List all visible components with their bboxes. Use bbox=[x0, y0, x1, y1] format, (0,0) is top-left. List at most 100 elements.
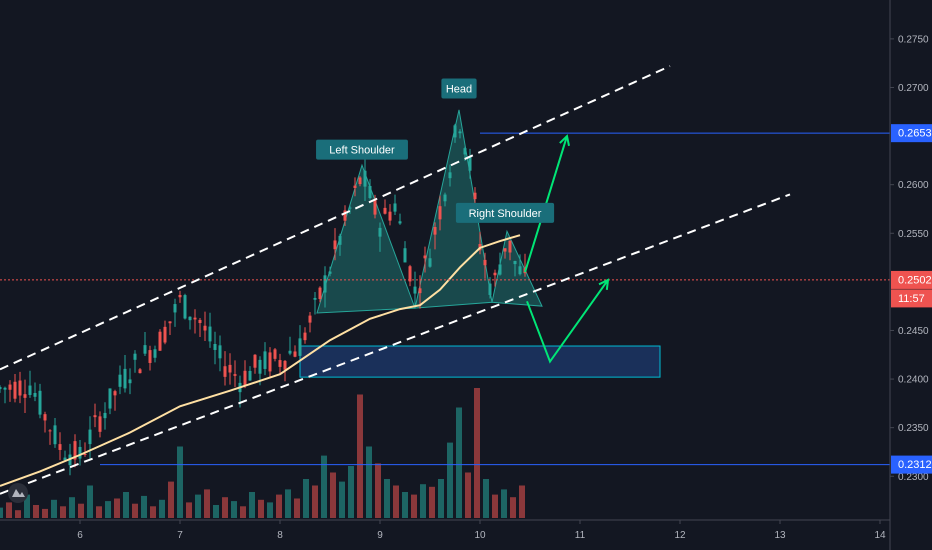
candle-body bbox=[208, 326, 212, 342]
volume-bar bbox=[420, 484, 426, 518]
candle-body bbox=[368, 185, 372, 199]
pattern-label-box bbox=[455, 202, 555, 223]
volume-bar bbox=[339, 481, 345, 518]
retest-arrow-head bbox=[598, 278, 610, 290]
bearish-retest-arrow bbox=[526, 279, 609, 364]
volume-bar bbox=[231, 501, 237, 518]
candle-body bbox=[443, 194, 447, 202]
candle-body bbox=[103, 412, 107, 419]
candle-body bbox=[28, 385, 32, 395]
candle-body bbox=[303, 332, 307, 341]
candle-body bbox=[513, 260, 517, 265]
candle-body bbox=[58, 444, 62, 450]
candle-body bbox=[93, 415, 97, 418]
price-tick-label: 0.2750 bbox=[898, 34, 929, 45]
volume-bar bbox=[177, 446, 183, 518]
candle-body bbox=[448, 172, 452, 179]
candle-body bbox=[123, 368, 127, 389]
volume-bar bbox=[465, 472, 471, 518]
volume-bar bbox=[411, 494, 417, 518]
candle-body bbox=[393, 203, 397, 212]
volume-bar bbox=[294, 498, 300, 518]
candle-body bbox=[383, 207, 387, 214]
volume-bar bbox=[114, 498, 120, 518]
price-tick-label: 0.2400 bbox=[898, 375, 929, 386]
candle-body bbox=[398, 221, 402, 224]
volume-bar bbox=[249, 492, 255, 518]
candle-body bbox=[338, 235, 342, 245]
demand-zone-layer bbox=[299, 345, 661, 378]
candle-body bbox=[288, 350, 292, 354]
candle-body bbox=[433, 227, 437, 235]
candle-body bbox=[133, 353, 137, 360]
candle-body bbox=[323, 275, 327, 293]
pattern-label-box bbox=[316, 139, 408, 160]
time-axis[interactable]: 6 7 8 9 10 11 12 13 14 bbox=[77, 520, 886, 541]
support-price-badge-box bbox=[891, 455, 932, 474]
candle-body bbox=[328, 271, 332, 274]
candle-body bbox=[423, 255, 427, 259]
candle-body bbox=[293, 351, 297, 357]
candle-body bbox=[183, 295, 187, 319]
candlestick-series bbox=[0, 123, 527, 476]
volume-bar bbox=[438, 479, 444, 518]
volume-bar bbox=[447, 442, 453, 518]
candle-body bbox=[0, 387, 2, 390]
volume-bar bbox=[123, 492, 129, 518]
time-tick-label: 12 bbox=[674, 530, 686, 541]
candle-body bbox=[363, 170, 367, 187]
moving-average-layer bbox=[0, 234, 521, 487]
time-tick-label: 11 bbox=[575, 530, 586, 541]
volume-bar bbox=[141, 495, 147, 518]
candle-body bbox=[3, 387, 7, 390]
candle-body bbox=[63, 457, 67, 461]
candle-body bbox=[73, 441, 77, 460]
time-tick-label: 7 bbox=[177, 530, 183, 541]
volume-bar bbox=[519, 485, 525, 518]
candle-body bbox=[168, 321, 172, 324]
price-tick-label: 0.2350 bbox=[898, 423, 929, 434]
volume-bar bbox=[474, 388, 480, 518]
volume-bar bbox=[195, 494, 201, 518]
time-tick-label: 9 bbox=[377, 530, 383, 541]
volume-bar bbox=[456, 407, 462, 518]
candle-body bbox=[373, 198, 377, 215]
volume-bar bbox=[402, 492, 408, 518]
candle-body bbox=[18, 380, 22, 396]
price-axis[interactable]: 0.2300 0.2350 0.2400 0.2450 0.2550 0.2600 0.27… bbox=[890, 34, 929, 483]
volume-bar bbox=[222, 497, 228, 518]
candle-body bbox=[233, 374, 237, 376]
drawing-lines bbox=[0, 65, 890, 495]
current-price-badge-text: 0.2502 bbox=[898, 274, 932, 286]
candle-body bbox=[483, 259, 487, 266]
candle-body bbox=[378, 227, 382, 237]
candle-body bbox=[248, 370, 252, 381]
volume-bar bbox=[6, 502, 12, 518]
volume-bar bbox=[42, 508, 48, 518]
candle-body bbox=[88, 429, 92, 445]
volume-bar bbox=[429, 486, 435, 518]
candle-body bbox=[223, 366, 227, 377]
volume-bar bbox=[33, 505, 39, 518]
candle-body bbox=[143, 345, 147, 354]
candle-body bbox=[23, 394, 27, 398]
candle-body bbox=[343, 210, 347, 221]
volume-bar bbox=[24, 494, 30, 518]
candle-body bbox=[388, 211, 392, 221]
candle-body bbox=[488, 283, 492, 295]
tradingview-logo-icon[interactable] bbox=[8, 483, 28, 503]
volume-bar bbox=[168, 481, 174, 518]
candle-body bbox=[163, 326, 167, 343]
price-tick-label: 0.2550 bbox=[898, 229, 929, 240]
candle-body bbox=[278, 360, 282, 367]
volume-bar bbox=[276, 494, 282, 518]
volume-bar bbox=[357, 394, 363, 518]
pattern-label-text: Right Shoulder bbox=[469, 208, 542, 220]
candle-body bbox=[148, 350, 152, 363]
moving-average-line bbox=[0, 234, 521, 487]
candle-body bbox=[453, 125, 457, 138]
price-tick-label: 0.2300 bbox=[898, 472, 929, 483]
candle-body bbox=[173, 304, 177, 313]
volume-bar bbox=[150, 506, 156, 518]
